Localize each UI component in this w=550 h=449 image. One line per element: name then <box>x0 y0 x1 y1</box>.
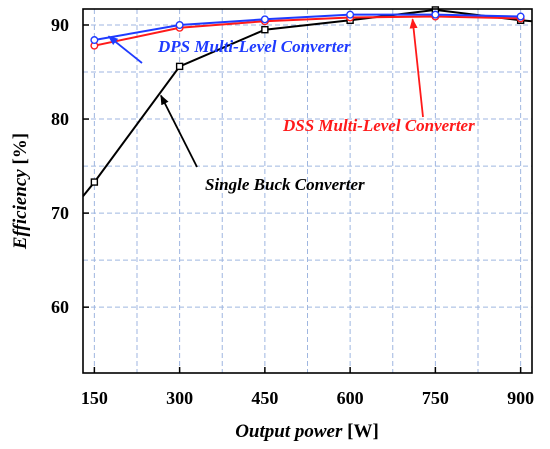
ticks <box>83 24 522 373</box>
dss-series-label: DSS Multi-Level Converter <box>282 116 475 135</box>
y-tick-label: 70 <box>51 203 69 223</box>
buck-data-point <box>90 178 99 186</box>
y-axis-title: Efficiency [%] <box>10 133 31 250</box>
dps-data-point <box>175 20 184 29</box>
x-tick-label: 600 <box>337 388 364 408</box>
y-tick-label: 80 <box>51 109 69 129</box>
buck-series-label: Single Buck Converter <box>205 175 365 194</box>
y-tick-labels: 60 70 80 90 <box>51 15 69 317</box>
grid <box>83 9 532 373</box>
buck-data-point <box>175 62 184 71</box>
x-tick-label: 450 <box>251 388 278 408</box>
x-tick-labels: 150 300 450 600 750 900 <box>81 388 534 408</box>
y-tick-label: 90 <box>51 15 69 35</box>
x-tick-label: 150 <box>81 388 108 408</box>
dps-data-point <box>90 36 99 45</box>
dps-series-line <box>94 13 521 41</box>
x-axis-title-text: Output power <box>235 421 343 442</box>
dps-data-point <box>260 15 269 24</box>
series-layer <box>82 6 533 197</box>
y-tick-label: 60 <box>51 297 69 317</box>
plot-frame <box>82 8 533 374</box>
buck-data-point <box>261 25 269 34</box>
dss-annotation-arrow <box>409 18 424 118</box>
dps-data-point <box>431 10 440 19</box>
dps-data-point <box>346 10 355 19</box>
x-tick-label: 300 <box>166 388 193 408</box>
y-axis-unit: [%] <box>10 133 31 165</box>
y-axis-title-text: Efficiency <box>10 169 31 250</box>
x-axis-title: Output power [W] <box>235 421 379 442</box>
buck-annotation-arrow <box>160 94 198 168</box>
x-tick-label: 900 <box>507 388 534 408</box>
x-tick-label: 750 <box>422 388 449 408</box>
x-axis-unit: [W] <box>347 421 379 442</box>
dss-series-line <box>94 15 521 47</box>
dps-series-label: DPS Multi-Level Converter <box>157 37 351 56</box>
dps-annotation-arrow <box>107 35 143 64</box>
dps-data-point <box>516 12 525 21</box>
